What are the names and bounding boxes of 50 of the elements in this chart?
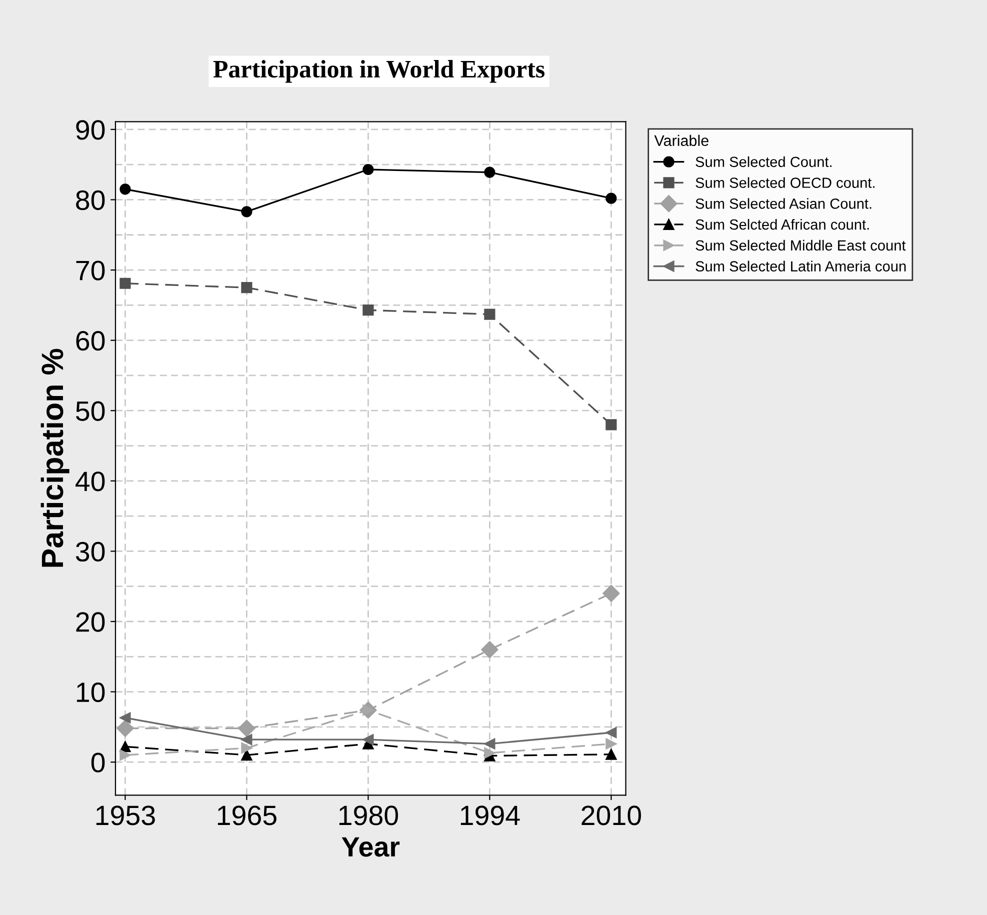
point — [241, 734, 252, 746]
y-tick-label: 60 — [76, 330, 105, 351]
point — [484, 308, 496, 320]
point — [484, 738, 496, 750]
legend-label: Sum Selected Latin Ameria coun — [696, 260, 906, 272]
y-tick-label: 90 — [76, 120, 105, 140]
x-tick-label: 1994 — [460, 806, 520, 826]
point — [120, 750, 131, 761]
point — [362, 164, 374, 176]
legend-title: Variable — [654, 134, 708, 146]
chart-title: Participation in World Exports — [213, 60, 545, 83]
point — [238, 720, 256, 737]
legend-label: Sum Selected Asian Count. — [696, 198, 872, 209]
point — [606, 192, 617, 204]
y-tick-label: 20 — [76, 612, 105, 632]
point — [606, 738, 617, 750]
point — [362, 304, 374, 316]
point — [606, 727, 617, 738]
point — [241, 750, 252, 761]
y-tick-label: 80 — [76, 190, 105, 210]
x-tick-label: 1953 — [96, 806, 155, 826]
point — [362, 734, 374, 746]
y-tick-label: 40 — [76, 472, 105, 492]
point — [120, 184, 131, 195]
y-tick-label: 50 — [76, 401, 105, 421]
legend-label: Sum Selected Middle East count — [696, 240, 906, 251]
x-tick-label: 1965 — [218, 806, 276, 826]
point — [116, 720, 134, 737]
point — [241, 206, 252, 218]
y-axis-title: Participation % — [40, 348, 70, 567]
point — [484, 747, 496, 759]
legend-label: Sum Selcted African count. — [696, 219, 869, 230]
point — [120, 712, 131, 724]
legend-label: Sum Selected OECD count. — [696, 177, 874, 188]
point — [481, 641, 498, 658]
x-tick-label: 2010 — [582, 806, 641, 826]
y-tick-label: 0 — [91, 752, 105, 772]
point — [606, 419, 617, 430]
point — [241, 742, 252, 754]
y-tick-label: 70 — [76, 260, 105, 280]
y-tick-label: 10 — [76, 682, 105, 702]
x-axis-title: Year — [342, 837, 400, 857]
point — [120, 278, 131, 289]
point — [602, 584, 620, 602]
point — [484, 166, 496, 178]
y-tick-label: 30 — [76, 542, 105, 562]
x-tick-label: 1980 — [339, 806, 398, 826]
point — [241, 282, 252, 294]
point — [606, 748, 617, 760]
legend-label: Sum Selected Count. — [696, 156, 832, 168]
